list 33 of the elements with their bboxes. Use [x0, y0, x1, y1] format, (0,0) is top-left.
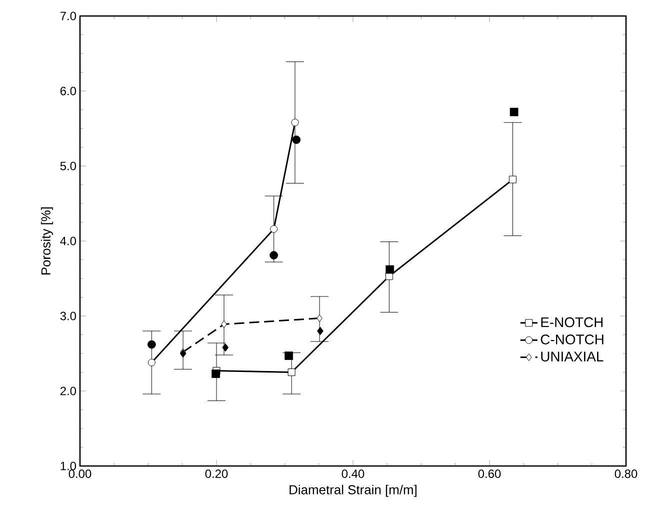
point [508, 176, 516, 184]
point [291, 118, 299, 126]
point [222, 343, 229, 352]
point [292, 136, 301, 144]
point [148, 358, 156, 366]
x-tick-label: 0.00 [68, 470, 92, 478]
point [317, 326, 324, 336]
point [386, 265, 394, 274]
point [316, 314, 322, 322]
point [212, 370, 220, 378]
legend-label: E-NOTCH [541, 317, 603, 328]
x-tick-label: 0.60 [478, 470, 501, 478]
y-tick-label: 5.0 [60, 162, 76, 170]
legend-label: C-NOTCH [540, 334, 604, 344]
point [270, 225, 278, 233]
x-tick-label: 0.80 [614, 470, 638, 478]
point [288, 368, 296, 376]
y-tick-label: 3.0 [60, 312, 76, 320]
point [147, 340, 156, 349]
x-tick-label: 0.20 [205, 470, 228, 478]
x-axis-title: Diametral Strain [m/m] [290, 484, 416, 497]
y-tick-label: 7.0 [60, 12, 76, 20]
point [284, 352, 294, 360]
legend-label: UNIAXIAL [541, 352, 604, 362]
y-tick-label: 4.0 [60, 236, 76, 246]
x-tick-label: 0.40 [342, 470, 364, 478]
point [221, 320, 227, 328]
y-tick-label: 6.0 [60, 86, 76, 96]
y-tick-label: 2.0 [60, 386, 76, 396]
y-axis-title: Porosity [%] [40, 207, 54, 274]
y-tick-label: 1.0 [60, 462, 76, 470]
point [270, 251, 278, 260]
point [510, 108, 518, 116]
